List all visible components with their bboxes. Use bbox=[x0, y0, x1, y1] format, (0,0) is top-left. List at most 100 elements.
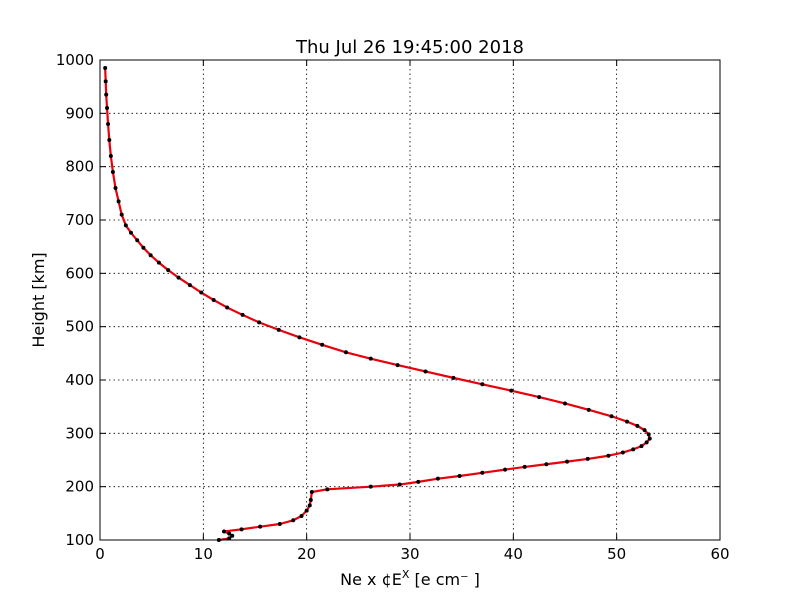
data-point bbox=[646, 432, 651, 437]
data-point bbox=[395, 363, 400, 368]
data-point bbox=[585, 456, 590, 461]
data-point bbox=[104, 92, 109, 97]
x-tick-label: 60 bbox=[710, 545, 729, 563]
data-point bbox=[343, 350, 348, 355]
series-group bbox=[103, 66, 652, 542]
data-point bbox=[299, 514, 304, 518]
data-point bbox=[522, 464, 527, 469]
data-point bbox=[620, 450, 625, 455]
data-point bbox=[187, 283, 192, 288]
data-point bbox=[107, 138, 112, 142]
data-point bbox=[325, 487, 330, 492]
data-point bbox=[565, 459, 570, 464]
data-point bbox=[307, 503, 312, 508]
y-tick-label: 700 bbox=[65, 211, 94, 229]
data-point bbox=[119, 212, 124, 217]
data-point bbox=[227, 536, 232, 541]
y-tick-label: 300 bbox=[65, 424, 94, 442]
data-point bbox=[509, 388, 514, 393]
data-point bbox=[563, 401, 567, 406]
data-point bbox=[211, 298, 216, 302]
data-point bbox=[108, 154, 113, 158]
data-point bbox=[368, 356, 373, 361]
data-point bbox=[258, 524, 263, 529]
x-tick-label: 10 bbox=[194, 545, 213, 563]
ticks: 0 10 20 30 40 50 60 100 200 300 400 500 600 700 800 900… bbox=[56, 51, 730, 563]
x-axis-label-main: Ne x ¢E bbox=[340, 570, 402, 589]
data-point bbox=[647, 436, 652, 441]
data-point bbox=[103, 66, 108, 70]
data-point bbox=[451, 375, 456, 380]
data-point bbox=[176, 275, 181, 280]
y-tick-label: 800 bbox=[65, 158, 94, 176]
data-point bbox=[586, 407, 591, 412]
data-point bbox=[416, 479, 421, 484]
data-point bbox=[457, 474, 462, 478]
data-point bbox=[537, 395, 542, 400]
data-point bbox=[503, 467, 508, 472]
data-point bbox=[116, 199, 121, 204]
data-point bbox=[291, 518, 296, 523]
data-point bbox=[166, 268, 171, 273]
x-tick-label: 40 bbox=[504, 545, 523, 563]
data-point bbox=[276, 327, 281, 332]
data-point bbox=[257, 320, 262, 325]
data-point bbox=[113, 186, 118, 190]
data-point bbox=[642, 428, 647, 433]
data-point bbox=[106, 122, 111, 126]
data-point bbox=[240, 312, 245, 317]
x-axis-label-tail: [e cm⁻ ] bbox=[409, 570, 479, 589]
data-point bbox=[141, 245, 146, 250]
data-point bbox=[635, 423, 640, 428]
data-point bbox=[423, 369, 428, 374]
data-point bbox=[625, 419, 629, 424]
y-tick-label: 500 bbox=[65, 318, 94, 336]
data-point bbox=[631, 447, 636, 452]
data-point bbox=[105, 106, 110, 110]
y-tick-label: 600 bbox=[65, 264, 94, 282]
data-point bbox=[435, 476, 440, 481]
x-axis-label-super: X bbox=[402, 568, 410, 581]
data-point bbox=[222, 529, 226, 534]
data-point bbox=[480, 470, 485, 475]
x-tick-label: 20 bbox=[297, 545, 316, 563]
data-point bbox=[609, 414, 614, 419]
data-point bbox=[156, 260, 161, 265]
y-tick-label: 400 bbox=[65, 371, 94, 389]
x-tick-label: 30 bbox=[400, 545, 419, 563]
y-tick-label: 900 bbox=[65, 104, 94, 122]
data-point bbox=[639, 444, 644, 449]
data-point bbox=[148, 253, 153, 258]
data-point bbox=[297, 335, 302, 340]
data-point bbox=[544, 462, 549, 467]
data-point bbox=[199, 290, 204, 295]
data-point bbox=[397, 482, 402, 487]
x-axis-label: Ne x ¢EX [e cm⁻ ] bbox=[340, 568, 480, 589]
x-tick-label: 0 bbox=[95, 545, 105, 563]
x-tick-label: 50 bbox=[607, 545, 626, 563]
data-point bbox=[606, 453, 611, 458]
data-point bbox=[129, 230, 133, 235]
data-point bbox=[227, 531, 232, 536]
data-point bbox=[110, 170, 115, 174]
data-point bbox=[239, 527, 244, 532]
data-point bbox=[368, 484, 373, 489]
data-point bbox=[308, 498, 313, 502]
y-tick-label: 100 bbox=[65, 531, 94, 549]
data-point bbox=[304, 508, 309, 513]
y-tick-label: 1000 bbox=[56, 51, 94, 69]
data-point bbox=[230, 533, 235, 538]
chart-title: Thu Jul 26 19:45:00 2018 bbox=[295, 37, 524, 58]
data-point bbox=[480, 382, 485, 387]
data-point bbox=[103, 79, 108, 84]
data-point bbox=[135, 238, 140, 243]
data-point bbox=[309, 490, 314, 494]
data-point bbox=[225, 305, 230, 310]
y-axis-label: Height [km] bbox=[29, 252, 48, 347]
y-tick-label: 200 bbox=[65, 478, 94, 496]
data-point bbox=[277, 522, 282, 526]
data-point bbox=[123, 223, 128, 228]
data-point bbox=[320, 342, 325, 347]
